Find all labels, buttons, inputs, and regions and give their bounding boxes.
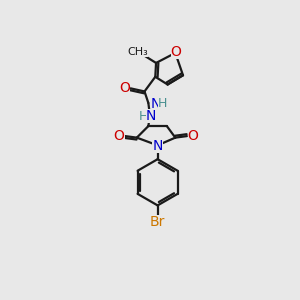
Text: O: O [119, 81, 130, 95]
Text: N: N [152, 139, 163, 153]
Text: O: O [114, 129, 124, 143]
Text: N: N [151, 97, 161, 111]
Text: CH₃: CH₃ [127, 47, 148, 57]
Text: O: O [188, 129, 199, 143]
Text: Br: Br [150, 214, 165, 229]
Text: H: H [139, 110, 148, 123]
Text: N: N [146, 109, 156, 123]
Text: H: H [158, 97, 167, 110]
Text: O: O [171, 45, 182, 59]
